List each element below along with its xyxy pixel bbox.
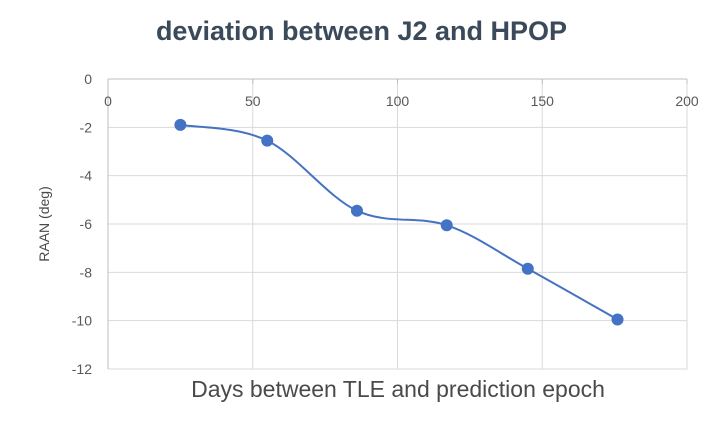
data-point [261, 134, 274, 147]
y-tick-label: -4 [80, 168, 93, 184]
y-tick-label: -12 [72, 361, 92, 377]
data-point [350, 204, 363, 217]
x-tick-label: 200 [675, 93, 699, 109]
y-tick-label: -8 [80, 264, 93, 280]
x-tick-label: 100 [386, 93, 410, 109]
y-axis-title: RAAN (deg) [36, 186, 52, 262]
series-line [180, 123, 619, 321]
data-point [174, 118, 187, 131]
y-tick-label: -10 [72, 313, 92, 329]
data-point [440, 219, 453, 232]
data-point [521, 262, 534, 275]
y-tick-label: -6 [80, 216, 93, 232]
x-tick-label: 50 [245, 93, 261, 109]
chart-title: deviation between J2 and HPOP [155, 16, 568, 46]
x-tick-label: 150 [531, 93, 555, 109]
y-tick-label: 0 [84, 71, 92, 87]
data-point [611, 313, 624, 326]
x-tick-label: 0 [104, 93, 112, 109]
x-axis-title: Days between TLE and prediction epoch [191, 376, 605, 402]
y-tick-label: -2 [80, 119, 93, 135]
